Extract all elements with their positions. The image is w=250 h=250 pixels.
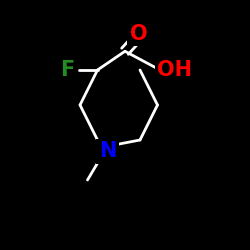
Text: OH: OH: [158, 60, 192, 80]
Text: O: O: [130, 24, 148, 44]
Text: N: N: [99, 141, 116, 161]
Text: F: F: [60, 60, 74, 80]
